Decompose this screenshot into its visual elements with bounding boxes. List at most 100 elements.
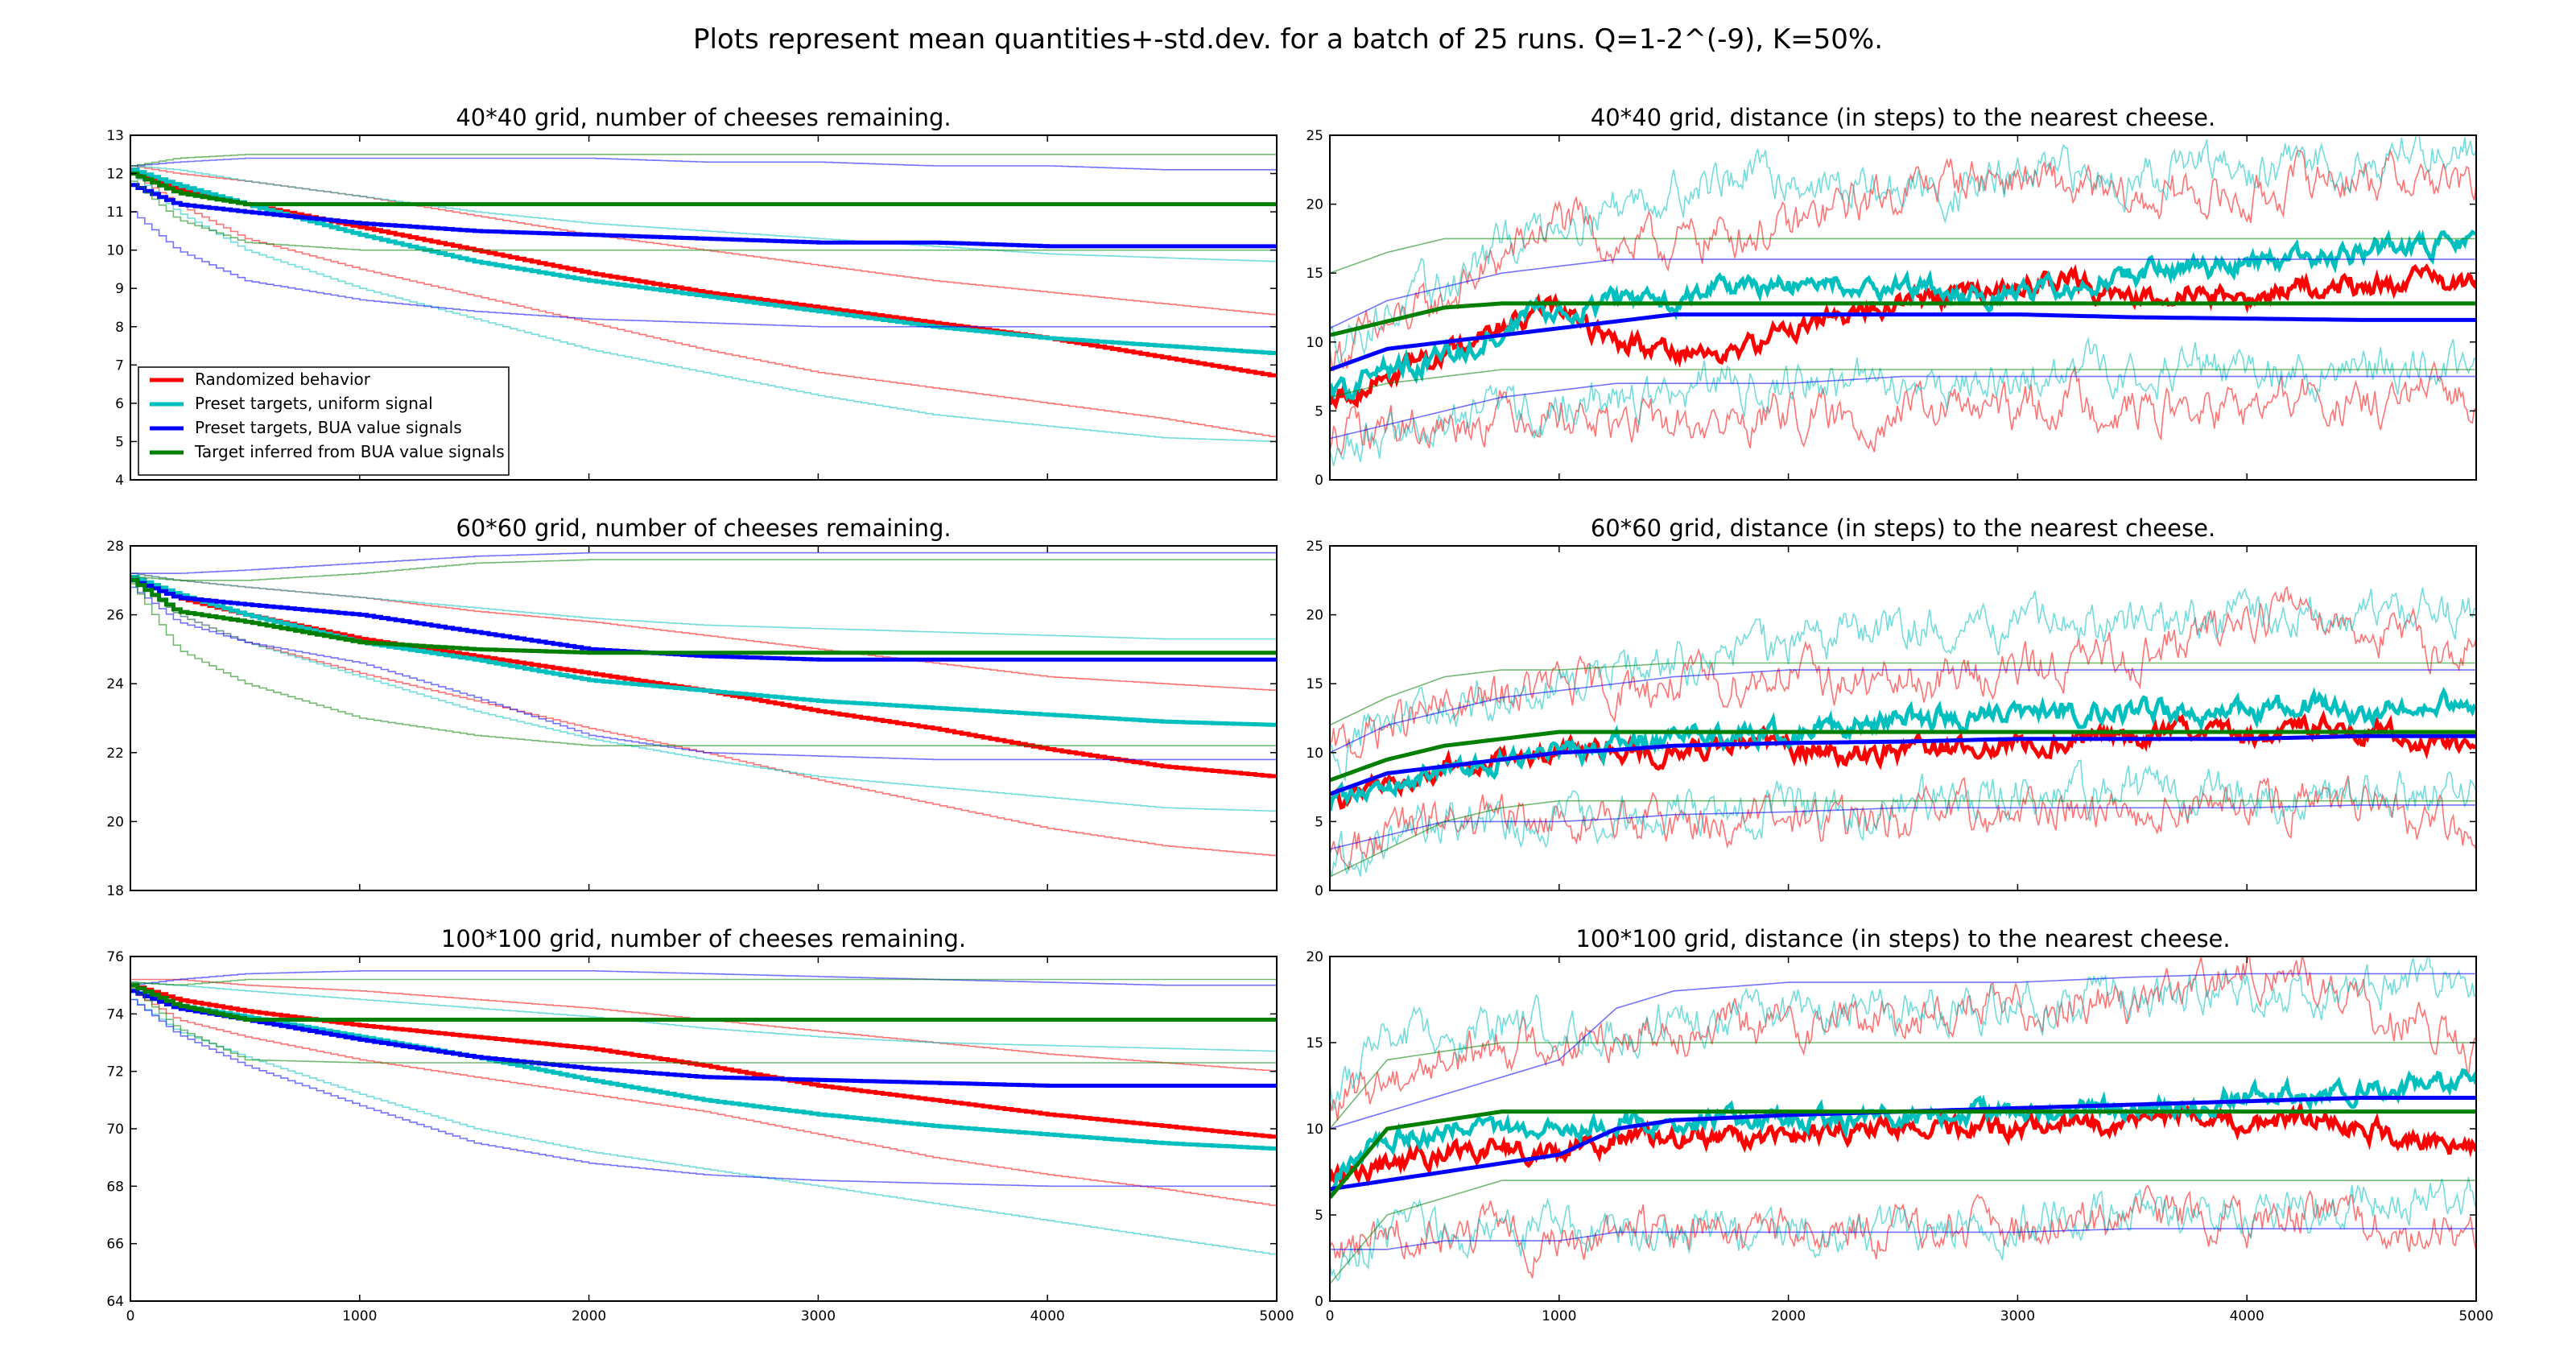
series-line-mean <box>1330 301 2476 337</box>
y-tick-label: 15 <box>1306 266 1323 282</box>
plot-area <box>130 154 1277 442</box>
series-line-mean <box>130 167 1277 355</box>
subplot-grid: 40*40 grid, number of cheeses remaining.… <box>106 104 2493 1324</box>
y-tick-label: 0 <box>1315 473 1323 489</box>
x-tick-label: 5000 <box>2458 1308 2493 1324</box>
y-tick-label: 15 <box>1306 676 1323 692</box>
subplot-3: 60*60 grid, number of cheeses remaining.… <box>106 514 1278 899</box>
series-line-upper <box>130 572 1277 640</box>
y-tick-label: 28 <box>106 539 124 555</box>
y-tick-label: 10 <box>1306 746 1323 762</box>
series-line-lower <box>1330 1176 2476 1282</box>
series-line-lower <box>130 172 1277 442</box>
x-tick-label: 5000 <box>1259 1308 1294 1324</box>
x-tick-label: 4000 <box>2230 1308 2264 1324</box>
y-tick-label: 5 <box>115 434 124 450</box>
y-tick-label: 26 <box>106 608 124 624</box>
y-tick-label: 12 <box>106 167 124 183</box>
legend: Randomized behavior Preset targets, unifo… <box>138 366 510 476</box>
series-target-inferred-from-bua-value-signals <box>1330 1042 2476 1285</box>
series-line-lower <box>1330 799 2476 878</box>
y-tick-label: 74 <box>106 1006 124 1023</box>
subplot-5: 100*100 grid, number of cheeses remainin… <box>106 925 1294 1324</box>
x-tick-label: 3000 <box>2000 1308 2035 1324</box>
y-tick-label: 4 <box>115 473 124 489</box>
series-line-upper <box>130 157 1277 171</box>
axes-frame <box>1329 134 2477 481</box>
series-line-lower <box>130 987 1277 1064</box>
series-preset-targets-bua-value-signals <box>1330 258 2476 440</box>
series-line-upper <box>1330 669 2476 754</box>
x-tick-label: 0 <box>126 1308 135 1324</box>
series-line-mean <box>130 989 1277 1151</box>
series-line-upper <box>1330 973 2476 1130</box>
series-line-upper <box>130 978 1277 986</box>
legend-label: Target inferred from BUA value signals <box>194 442 505 461</box>
series-target-inferred-from-bua-value-signals <box>1330 662 2476 878</box>
subplot-title: 60*60 grid, number of cheeses remaining. <box>456 514 951 542</box>
legend-label: Preset targets, BUA value signals <box>195 418 462 437</box>
series-line-lower <box>1330 804 2476 850</box>
y-tick-label: 25 <box>1306 539 1323 555</box>
series-preset-targets-bua-value-signals <box>1330 669 2476 850</box>
series-target-inferred-from-bua-value-signals <box>1330 238 2476 399</box>
series-line-upper <box>1330 135 2476 366</box>
figure-title: Plots represent mean quantities+-std.dev… <box>693 23 1883 56</box>
series-line-mean <box>1330 709 2476 810</box>
series-line-upper <box>1330 258 2476 329</box>
series-line-upper <box>1330 238 2476 274</box>
series-line-lower <box>1330 375 2476 440</box>
series-line-upper <box>1330 1042 2476 1130</box>
series-preset-targets-bua-value-signals <box>130 970 1277 1188</box>
series-line-mean <box>130 578 1277 662</box>
series-line-upper <box>130 559 1277 581</box>
subplot-6: 100*100 grid, distance (in steps) to the… <box>1306 925 2493 1324</box>
series-preset-targets-uniform-signal <box>1330 956 2476 1282</box>
y-tick-label: 10 <box>1306 1122 1323 1138</box>
y-tick-label: 20 <box>1306 608 1323 624</box>
subplot-title: 100*100 grid, distance (in steps) to the… <box>1575 925 2230 952</box>
series-line-lower <box>1330 337 2476 467</box>
series-line-lower <box>130 211 1277 328</box>
y-tick-label: 10 <box>106 243 124 259</box>
subplot-4: 60*60 grid, distance (in steps) to the n… <box>1306 514 2477 899</box>
series-line-mean <box>1330 229 2476 402</box>
y-tick-label: 5 <box>1315 1208 1323 1224</box>
series-line-lower <box>130 998 1277 1188</box>
y-tick-label: 13 <box>106 128 124 144</box>
y-tick-label: 5 <box>1315 814 1323 830</box>
series-line-mean <box>1330 729 2476 783</box>
y-tick-label: 22 <box>106 746 124 762</box>
x-tick-label: 1000 <box>1542 1308 1576 1324</box>
legend-label: Preset targets, uniform signal <box>195 394 433 413</box>
series-preset-targets-bua-value-signals <box>130 552 1277 761</box>
y-tick-label: 9 <box>115 281 124 297</box>
series-line-mean <box>1330 1068 2476 1196</box>
series-line-mean <box>130 171 1277 207</box>
x-tick-label: 3000 <box>801 1308 836 1324</box>
series-line-lower <box>1330 369 2476 399</box>
x-tick-label: 1000 <box>342 1308 377 1324</box>
series-preset-targets-bua-value-signals <box>130 157 1277 328</box>
y-tick-label: 0 <box>1315 1294 1323 1310</box>
plot-area <box>1330 956 2476 1285</box>
y-tick-label: 18 <box>106 883 124 899</box>
y-tick-label: 76 <box>106 949 124 965</box>
plot-area <box>130 970 1277 1255</box>
series-line-upper <box>1330 956 2476 1112</box>
y-tick-label: 72 <box>106 1064 124 1080</box>
series-line-mean <box>1330 733 2476 796</box>
series-line-lower <box>130 580 1277 812</box>
series-line-mean <box>1330 312 2476 372</box>
plot-area <box>1330 585 2476 878</box>
y-tick-label: 66 <box>106 1237 124 1253</box>
series-line-lower <box>1330 1184 2476 1279</box>
series-line-mean <box>130 983 1277 1022</box>
x-tick-label: 2000 <box>1771 1308 1806 1324</box>
axes-frame <box>130 134 1278 481</box>
x-tick-label: 4000 <box>1030 1308 1065 1324</box>
x-tick-label: 0 <box>1326 1308 1335 1324</box>
y-tick-label: 20 <box>106 814 124 830</box>
series-line-mean <box>1330 1109 2476 1200</box>
